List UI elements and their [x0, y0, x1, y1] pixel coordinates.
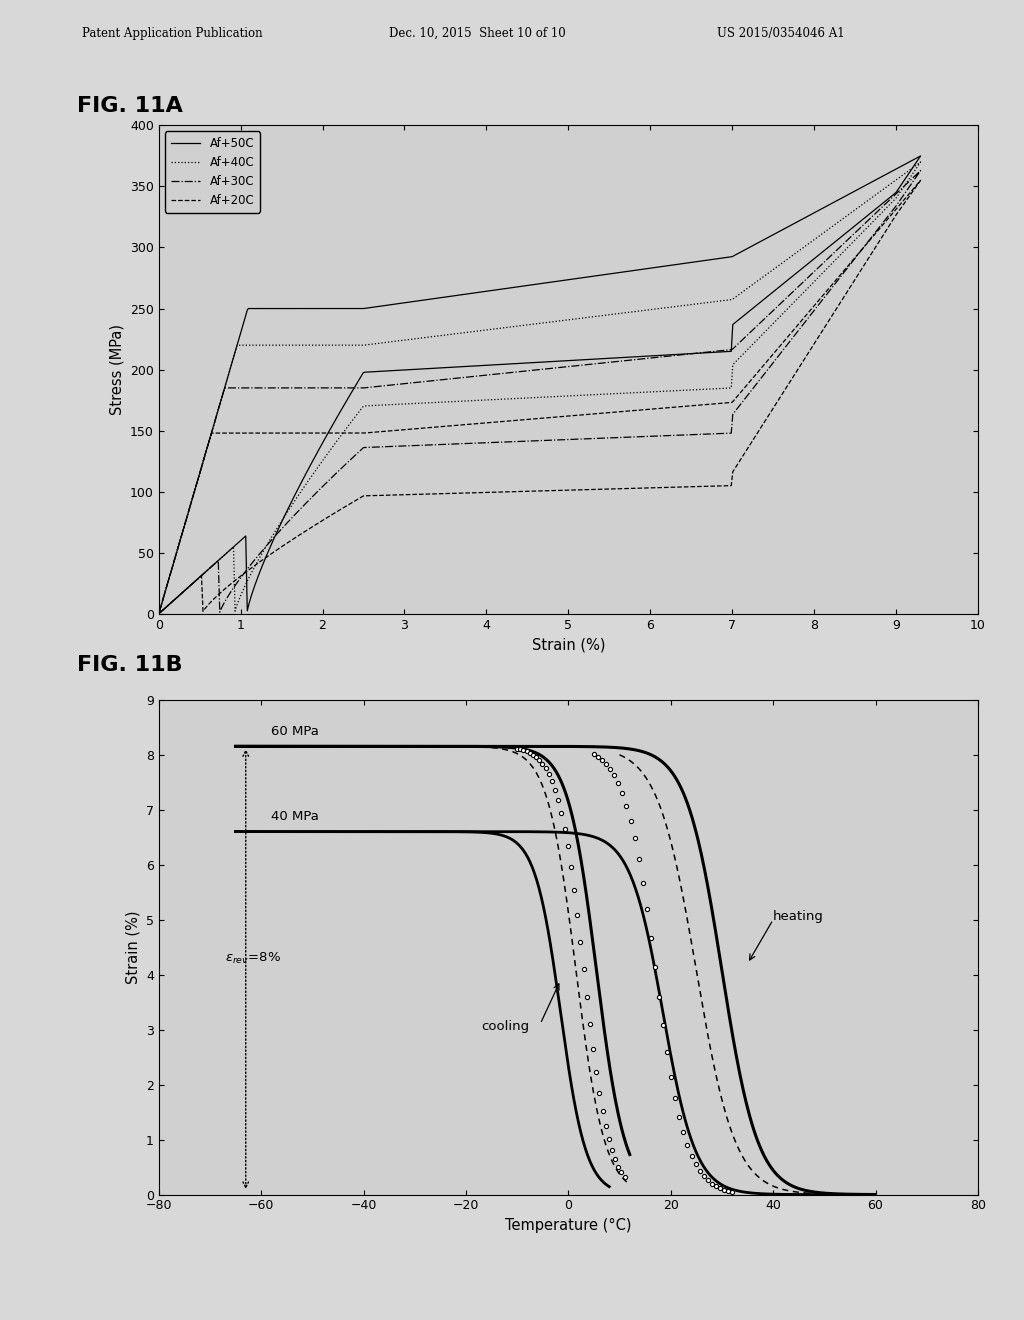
Text: FIG. 11A: FIG. 11A — [77, 96, 182, 116]
Text: 60 MPa: 60 MPa — [271, 725, 319, 738]
Text: cooling: cooling — [481, 1019, 529, 1032]
Text: heating: heating — [773, 909, 824, 923]
Text: US 2015/0354046 A1: US 2015/0354046 A1 — [717, 26, 845, 40]
Legend: Af+50C, Af+40C, Af+30C, Af+20C: Af+50C, Af+40C, Af+30C, Af+20C — [165, 131, 260, 213]
Text: Patent Application Publication: Patent Application Publication — [82, 26, 262, 40]
Text: Dec. 10, 2015  Sheet 10 of 10: Dec. 10, 2015 Sheet 10 of 10 — [389, 26, 566, 40]
Y-axis label: Strain (%): Strain (%) — [125, 911, 140, 983]
Text: FIG. 11B: FIG. 11B — [77, 655, 182, 675]
X-axis label: Strain (%): Strain (%) — [531, 638, 605, 652]
Text: 40 MPa: 40 MPa — [271, 810, 319, 824]
X-axis label: Temperature (°C): Temperature (°C) — [505, 1218, 632, 1233]
Y-axis label: Stress (MPa): Stress (MPa) — [110, 325, 125, 414]
Text: $\varepsilon_{rev}$=8%: $\varepsilon_{rev}$=8% — [225, 950, 282, 966]
